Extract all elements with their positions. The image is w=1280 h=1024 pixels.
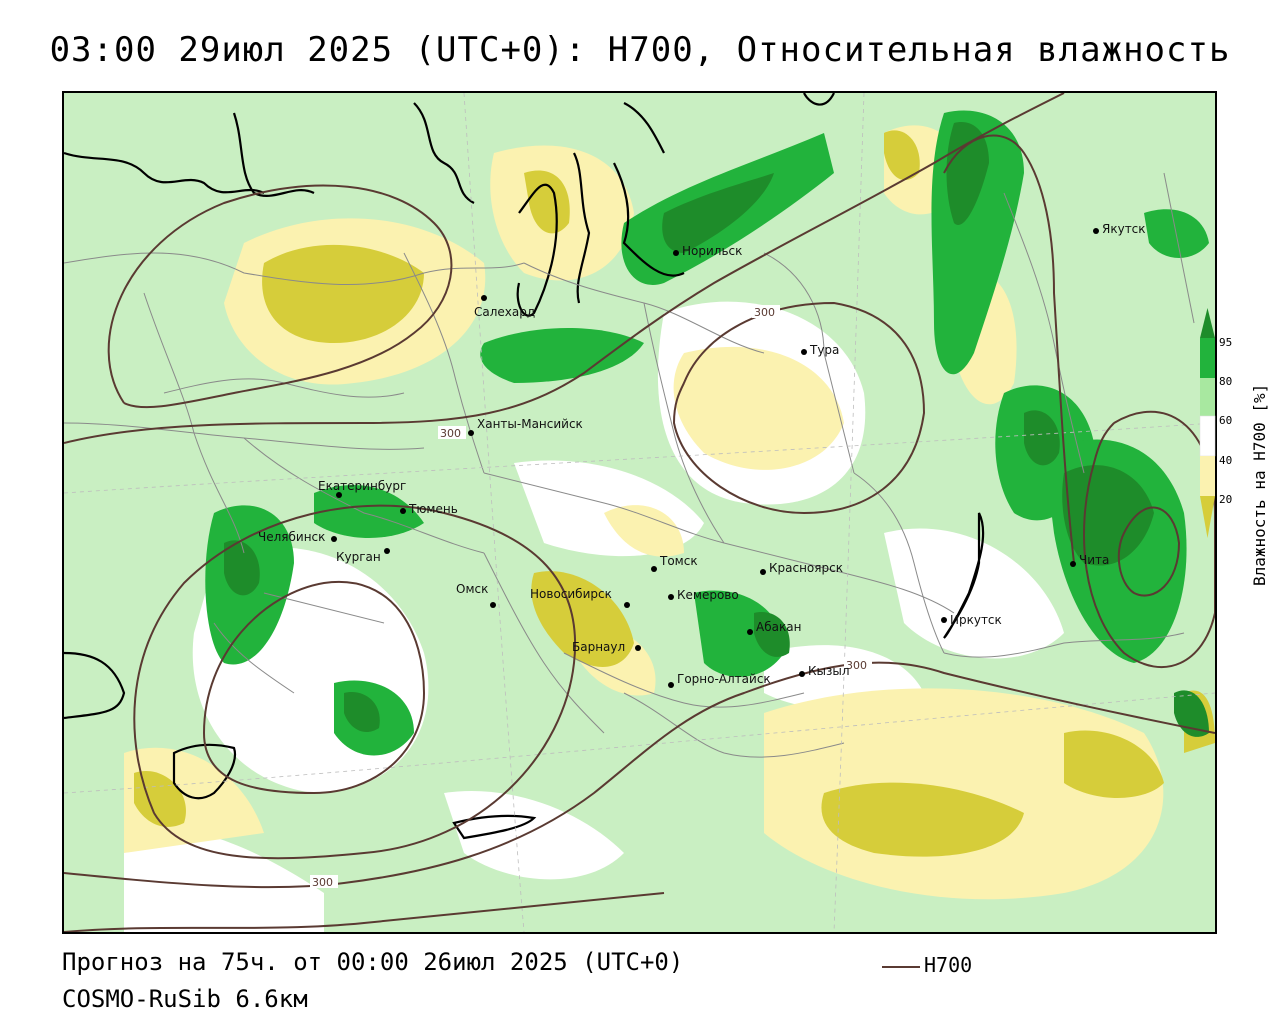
city-krasnoyarsk[interactable]: Красноярск: [760, 561, 843, 575]
city-kurgan[interactable]: Курган: [336, 548, 390, 564]
city-kemerovo[interactable]: Кемерово: [668, 588, 739, 602]
city-gorno-altaysk[interactable]: Горно-Алтайск: [668, 672, 771, 688]
h700-contours: [64, 93, 1215, 932]
legend-tick: 40: [1219, 454, 1232, 467]
legend-swatch-80-95: [1200, 338, 1215, 378]
humidity-over-95-areas: [224, 122, 1209, 737]
svg-text:Якутск: Якутск: [1102, 222, 1146, 236]
contour-key-label: H700: [924, 953, 973, 977]
model-name: COSMO-RuSib 6.6км: [62, 985, 308, 1013]
admin-borders: [64, 172, 1195, 758]
map-canvas: 300 300 300 300 Норильск Якутск Салехард…: [64, 93, 1215, 932]
svg-text:Томск: Томск: [659, 554, 698, 568]
svg-text:Абакан: Абакан: [756, 620, 801, 634]
svg-text:Иркутск: Иркутск: [950, 613, 1002, 627]
svg-text:Ханты-Мансийск: Ханты-Мансийск: [477, 417, 583, 431]
contour-line-swatch: [882, 965, 920, 968]
city-abakan[interactable]: Абакан: [747, 620, 801, 635]
city-yekaterinburg[interactable]: Екатеринбург: [318, 479, 406, 498]
svg-text:Новосибирск: Новосибирск: [530, 587, 612, 601]
svg-text:Красноярск: Красноярск: [769, 561, 843, 575]
svg-text:Екатеринбург: Екатеринбург: [318, 479, 406, 493]
legend-swatch-20-40: [1200, 456, 1215, 496]
legend-swatch-over-95: [1200, 308, 1215, 338]
forecast-info: Прогноз на 75ч. от 00:00 26июл 2025 (UTC…: [62, 948, 684, 976]
svg-text:Салехард: Салехард: [474, 305, 535, 319]
legend-title: Влажность на H700 [%]: [1250, 383, 1269, 586]
svg-text:Чита: Чита: [1079, 553, 1109, 567]
svg-text:Челябинск: Челябинск: [258, 530, 325, 544]
svg-text:Тура: Тура: [809, 343, 839, 357]
svg-text:Кемерово: Кемерово: [677, 588, 739, 602]
city-chelyabinsk[interactable]: Челябинск: [258, 530, 337, 544]
legend-tick: 95: [1219, 336, 1232, 349]
coastline: [64, 93, 985, 840]
city-tyumen[interactable]: Тюмень: [400, 502, 458, 516]
contour-key: H700: [882, 953, 972, 977]
legend-tick: 60: [1219, 414, 1232, 427]
svg-text:Горно-Алтайск: Горно-Алтайск: [677, 672, 771, 686]
city-norilsk[interactable]: Норильск: [673, 244, 742, 258]
contour-label: 300: [440, 427, 461, 440]
map-title: 03:00 29июл 2025 (UTC+0): H700, Относите…: [49, 30, 1231, 70]
city-chita[interactable]: Чита: [1070, 553, 1109, 567]
contour-labels: 300 300 300 300: [310, 305, 872, 889]
legend-tick: 80: [1219, 375, 1232, 388]
legend-swatch-60-80: [1200, 378, 1215, 416]
svg-text:Норильск: Норильск: [682, 244, 742, 258]
city-salekhard[interactable]: Салехард: [474, 295, 535, 319]
humidity-legend: 95 80 60 40 20: [1198, 306, 1278, 566]
svg-text:Кызыл: Кызыл: [808, 664, 850, 678]
city-khanty-mansiysk[interactable]: Ханты-Мансийск: [468, 417, 583, 436]
city-kyzyl[interactable]: Кызыл: [799, 664, 850, 678]
city-omsk[interactable]: Омск: [456, 582, 496, 608]
forecast-map: 300 300 300 300 Норильск Якутск Салехард…: [62, 91, 1217, 934]
city-novosibirsk[interactable]: Новосибирск: [530, 587, 630, 608]
svg-text:Курган: Курган: [336, 550, 381, 564]
city-markers: Норильск Якутск Салехард Тура Ханты-Манс…: [258, 222, 1146, 688]
city-yakutsk[interactable]: Якутск: [1093, 222, 1146, 236]
city-tura[interactable]: Тура: [801, 343, 839, 357]
svg-text:Омск: Омск: [456, 582, 488, 596]
legend-swatch-under-20: [1200, 496, 1215, 538]
contour-label: 300: [754, 306, 775, 319]
city-tomsk[interactable]: Томск: [651, 554, 698, 572]
contour-label: 300: [846, 659, 867, 672]
svg-text:Тюмень: Тюмень: [408, 502, 458, 516]
city-irkutsk[interactable]: Иркутск: [941, 613, 1002, 627]
graticule: [64, 93, 1215, 932]
contour-label: 300: [312, 876, 333, 889]
legend-swatch-40-60: [1199, 415, 1216, 457]
svg-text:Барнаул: Барнаул: [572, 640, 625, 654]
legend-tick: 20: [1219, 493, 1232, 506]
city-barnaul[interactable]: Барнаул: [572, 640, 641, 654]
